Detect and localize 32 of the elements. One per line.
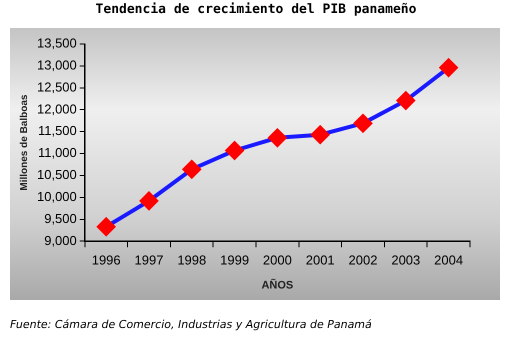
x-tick-label: 2001 — [306, 252, 335, 268]
y-tick-label: 13,500 — [36, 36, 77, 51]
x-tick-label: 1996 — [92, 252, 121, 268]
x-tick-label: 2000 — [262, 252, 292, 268]
x-tick-label: 2003 — [391, 252, 420, 268]
y-tick-label: 9,500 — [44, 210, 77, 226]
x-axis-title: AÑOS — [261, 278, 294, 292]
source-note: Fuente: Cámara de Comercio, Industrias y Agricultura de Panamá — [10, 318, 372, 331]
y-tick-label: 10,500 — [36, 167, 77, 182]
point — [140, 192, 158, 210]
point — [97, 218, 116, 236]
y-tick-label: 11,000 — [38, 145, 77, 160]
x-tick-label: 1997 — [134, 252, 164, 268]
y-tick-label: 12,500 — [36, 79, 77, 94]
point — [396, 92, 415, 110]
y-tick-label: 12,000 — [36, 101, 77, 116]
y-tick-label: 13,000 — [36, 57, 77, 72]
point — [226, 141, 244, 160]
point — [268, 128, 286, 147]
x-tick-label: 1998 — [177, 252, 206, 268]
point — [440, 58, 458, 77]
y-axis-title: Millones de Balboas — [18, 94, 30, 191]
point — [311, 126, 330, 144]
point — [182, 160, 201, 178]
x-tick-label: 2004 — [434, 252, 464, 268]
chart-title: Tendencia de crecimiento del PIB panameño — [94, 2, 418, 17]
y-tick-label: 10,000 — [36, 188, 77, 204]
x-tick-label: 2002 — [348, 252, 378, 268]
y-tick-label: 11,500 — [38, 123, 77, 138]
y-tick-label: 9,000 — [44, 232, 77, 248]
point — [354, 114, 372, 132]
x-tick-label: 1999 — [220, 252, 250, 268]
